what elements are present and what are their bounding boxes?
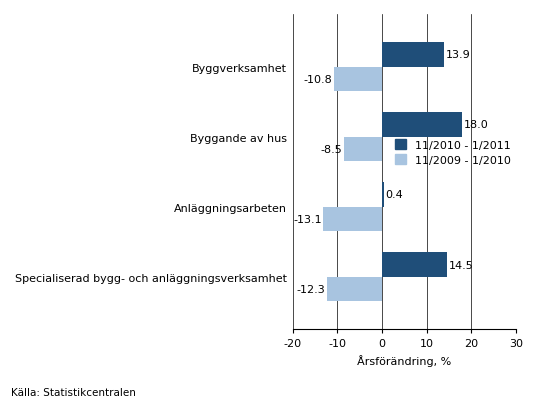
- Bar: [323, 207, 382, 232]
- Bar: [344, 137, 382, 162]
- Text: -8.5: -8.5: [321, 145, 342, 154]
- Text: Källa: Statistikcentralen: Källa: Statistikcentralen: [11, 387, 136, 397]
- Bar: [327, 277, 382, 302]
- Bar: [382, 183, 384, 207]
- Legend: 11/2010 - 1/2011, 11/2009 - 1/2010: 11/2010 - 1/2011, 11/2009 - 1/2010: [394, 140, 511, 165]
- Text: -12.3: -12.3: [296, 284, 325, 294]
- Bar: [382, 253, 447, 277]
- Bar: [382, 43, 444, 67]
- Text: 18.0: 18.0: [464, 120, 489, 130]
- Text: -10.8: -10.8: [303, 75, 332, 85]
- Text: -13.1: -13.1: [293, 215, 322, 225]
- Text: 14.5: 14.5: [449, 260, 473, 270]
- X-axis label: Årsförändring, %: Årsförändring, %: [357, 354, 451, 366]
- Bar: [334, 67, 382, 92]
- Bar: [382, 113, 462, 137]
- Text: 13.9: 13.9: [446, 50, 471, 60]
- Text: 0.4: 0.4: [386, 190, 404, 200]
